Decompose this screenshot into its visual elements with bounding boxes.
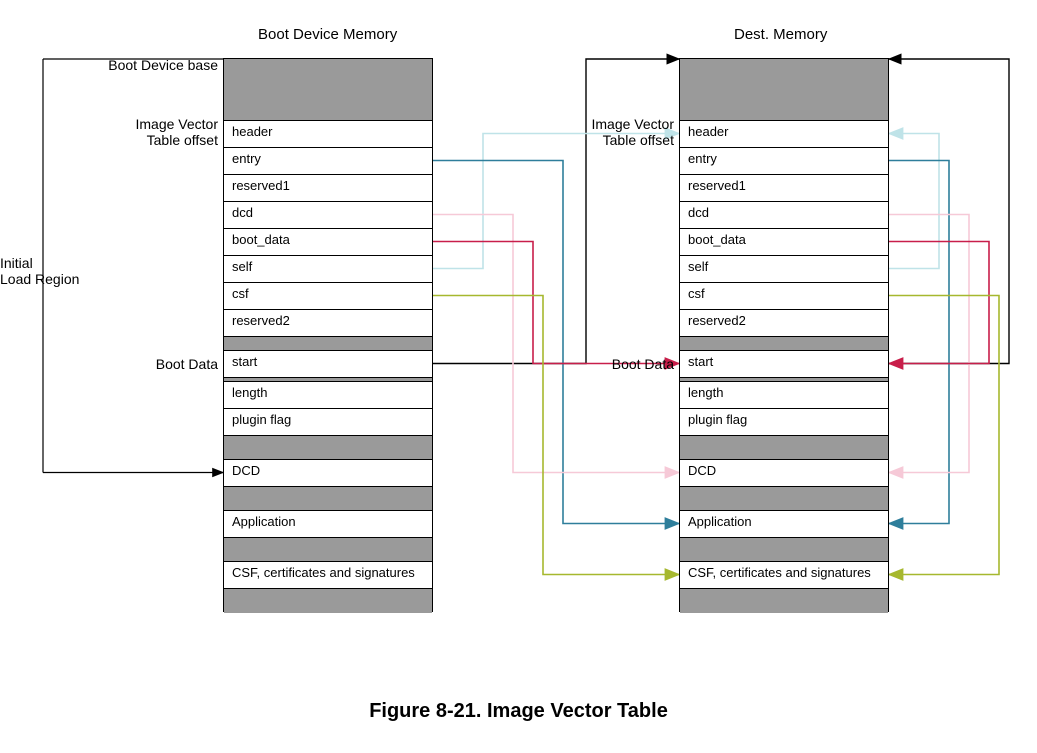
cell-self: self: [680, 256, 888, 283]
cell-CSF: CSF, certificates and signatures: [680, 562, 888, 589]
label-initial-load-region: InitialLoad Region: [0, 255, 95, 287]
cell-entry: entry: [224, 148, 432, 175]
cell-plugin: plugin flag: [680, 409, 888, 436]
cell-length: length: [680, 382, 888, 409]
label-boot-data-right: Boot Data: [594, 356, 674, 372]
cell-boot_data: boot_data: [680, 229, 888, 256]
cell-dcd: dcd: [224, 202, 432, 229]
cell-app: Application: [680, 511, 888, 538]
cell-DCD: DCD: [224, 460, 432, 487]
cell-length: length: [224, 382, 432, 409]
cell-DCD: DCD: [680, 460, 888, 487]
cell-header: header: [680, 121, 888, 148]
cell-reserved1: reserved1: [224, 175, 432, 202]
cell-csf: csf: [224, 283, 432, 310]
label-boot-device-base: Boot Device base: [83, 57, 218, 73]
column-dest-memory: headerentryreserved1dcdboot_dataselfcsfr…: [679, 58, 889, 612]
cell-boot_data: boot_data: [224, 229, 432, 256]
cell-reserved1: reserved1: [680, 175, 888, 202]
cell-start: start: [224, 351, 432, 378]
label-boot-data-left: Boot Data: [128, 356, 218, 372]
cell-start: start: [680, 351, 888, 378]
cell-reserved2: reserved2: [680, 310, 888, 337]
title-dest-memory: Dest. Memory: [734, 26, 827, 43]
cell-plugin: plugin flag: [224, 409, 432, 436]
cell-self: self: [224, 256, 432, 283]
cell-csf: csf: [680, 283, 888, 310]
figure-caption: Figure 8-21. Image Vector Table: [0, 700, 1037, 723]
column-boot-device-memory: headerentryreserved1dcdboot_dataselfcsfr…: [223, 58, 433, 612]
label-ivt-offset-left: Image VectorTable offset: [103, 116, 218, 148]
cell-header: header: [224, 121, 432, 148]
cell-app: Application: [224, 511, 432, 538]
title-boot-device-memory: Boot Device Memory: [258, 26, 397, 43]
cell-entry: entry: [680, 148, 888, 175]
cell-dcd: dcd: [680, 202, 888, 229]
cell-reserved2: reserved2: [224, 310, 432, 337]
cell-CSF: CSF, certificates and signatures: [224, 562, 432, 589]
label-ivt-offset-right: Image VectorTable offset: [569, 116, 674, 148]
